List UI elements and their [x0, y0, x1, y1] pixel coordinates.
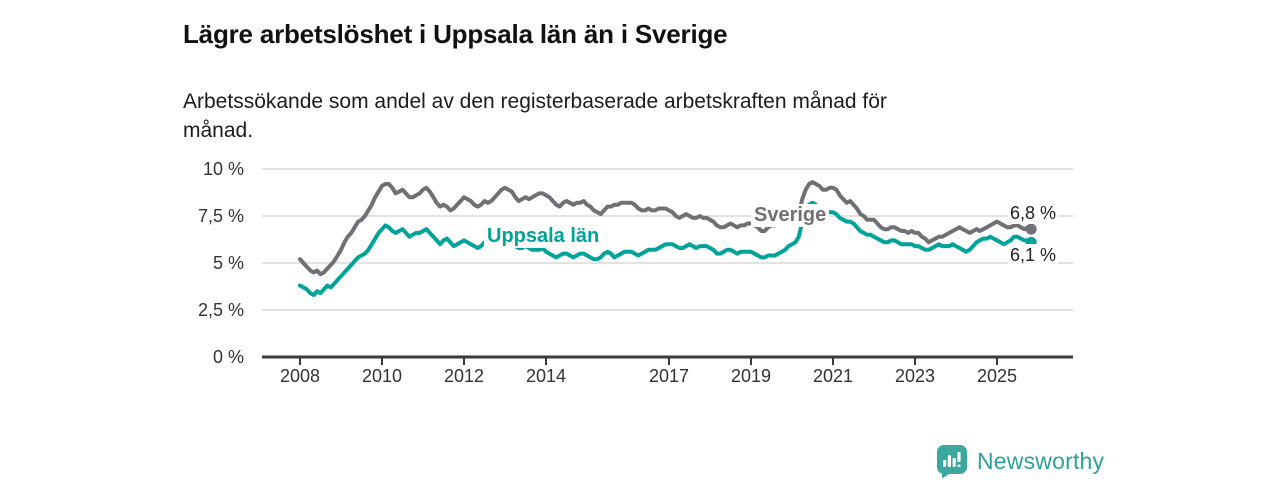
y-axis-label: 0 % — [212, 347, 244, 367]
series-label-uppsala-lan: Uppsala län — [484, 225, 603, 248]
y-axis-label: 7,5 % — [197, 206, 244, 226]
series-end-dot-sverige — [1025, 223, 1037, 235]
series-line-sverige — [298, 180, 1034, 277]
brand-name: Newsworthy — [977, 448, 1105, 474]
newsworthy-brand-link[interactable]: Newsworthy — [936, 444, 1104, 479]
x-axis-label: 2025 — [976, 366, 1018, 386]
x-axis-label: 2014 — [525, 366, 567, 386]
x-axis-label: 2019 — [730, 366, 772, 386]
bar-chart-pin-icon — [937, 445, 967, 479]
end-value-label-sverige: 6,8 % — [1008, 202, 1059, 224]
chart-subtitle: Arbetssökande som andel av den registerb… — [183, 87, 887, 145]
y-axis-label: 10 % — [202, 159, 244, 179]
subtitle-line-1: Arbetssökande som andel av den registerb… — [183, 90, 887, 113]
x-axis-label: 2017 — [648, 366, 690, 386]
subtitle-line-2: månad. — [183, 119, 254, 142]
x-axis-label: 2010 — [361, 366, 403, 386]
x-axis-label: 2012 — [443, 366, 485, 386]
series-line-uppsala-lan — [298, 200, 1034, 297]
x-axis-label: 2021 — [812, 366, 854, 386]
y-axis-label: 2,5 % — [197, 300, 244, 320]
page-title: Lägre arbetslöshet i Uppsala län än i Sv… — [183, 19, 728, 50]
y-axis-label: 5 % — [212, 253, 244, 273]
x-axis-label: 2023 — [894, 366, 936, 386]
end-value-label-uppsala-lan: 6,1 % — [1008, 244, 1059, 266]
x-axis-label: 2008 — [279, 366, 321, 386]
series-label-sverige: Sverige — [751, 204, 830, 227]
